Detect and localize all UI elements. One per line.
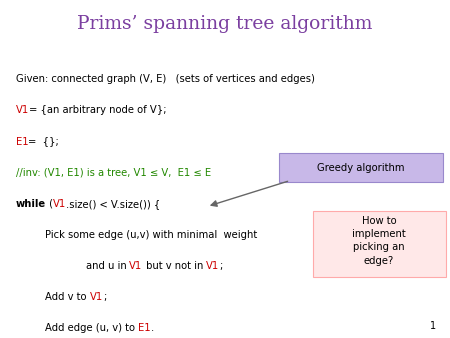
Text: Add edge (u, v) to: Add edge (u, v) to [45,323,138,333]
Text: How to
implement
picking an
edge?: How to implement picking an edge? [352,216,406,266]
Text: Greedy algorithm: Greedy algorithm [317,163,405,173]
Text: Add v to: Add v to [45,292,90,302]
Text: Pick some edge (u,v) with minimal  weight: Pick some edge (u,v) with minimal weight [45,230,257,240]
Text: =  {};: = {}; [28,137,59,147]
Text: V1: V1 [90,292,103,302]
Text: V1: V1 [206,261,220,271]
Text: V1: V1 [16,105,29,116]
Text: Prims’ spanning tree algorithm: Prims’ spanning tree algorithm [77,15,373,33]
Text: //inv: (V1, E1) is a tree, V1 ≤ V,  E1 ≤ E: //inv: (V1, E1) is a tree, V1 ≤ V, E1 ≤ … [16,168,211,178]
FancyBboxPatch shape [313,211,446,277]
Text: E1: E1 [16,137,28,147]
Text: V1: V1 [53,199,66,209]
Text: ;: ; [220,261,223,271]
Text: .size() < V.size()) {: .size() < V.size()) { [66,199,160,209]
Text: (: ( [46,199,53,209]
Text: .: . [151,323,154,333]
Text: V1: V1 [130,261,143,271]
Text: while: while [16,199,46,209]
Text: and u in: and u in [86,261,130,271]
Text: ;: ; [103,292,106,302]
Text: E1: E1 [138,323,151,333]
Text: = {an arbitrary node of V};: = {an arbitrary node of V}; [29,105,166,116]
Text: 1: 1 [430,321,436,331]
Text: but v not in: but v not in [143,261,206,271]
FancyBboxPatch shape [279,153,443,182]
Text: Given: connected graph (V, E)   (sets of vertices and edges): Given: connected graph (V, E) (sets of v… [16,74,315,84]
